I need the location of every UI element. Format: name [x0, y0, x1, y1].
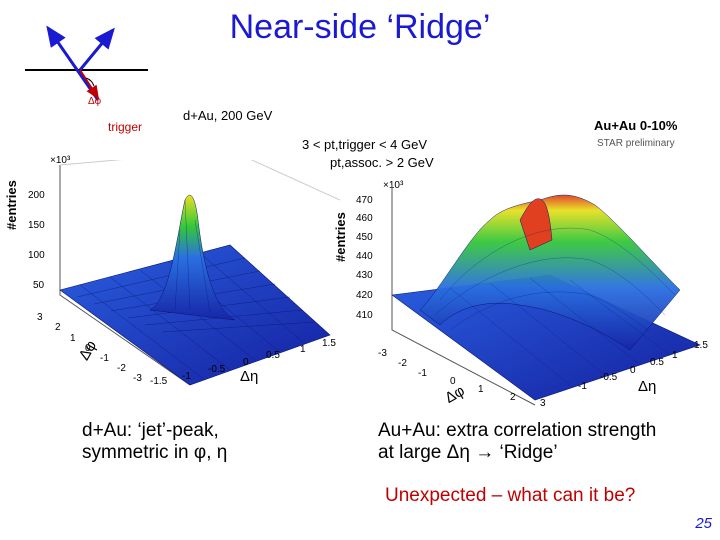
right-y-tick: 450: [356, 232, 373, 243]
right-y-tick: 420: [356, 290, 373, 301]
trigger-label: trigger: [108, 120, 143, 134]
left-y-tick: 100: [28, 250, 45, 261]
left-eta-tick: 0: [243, 357, 249, 368]
right-eta-tick: 1: [672, 350, 678, 361]
trigger-arrow: [46, 25, 100, 101]
right-phi-tick: -1: [418, 368, 427, 379]
question-text: Unexpected – what can it be?: [385, 485, 636, 506]
caption-right-line1: Au+Au: extra correlation strength: [378, 420, 657, 441]
left-jet-peak: [149, 195, 236, 321]
delta-phi-arrow: [79, 69, 100, 100]
star-preliminary-label: STAR preliminary: [597, 138, 675, 149]
right-y-axis-label: #entries: [333, 212, 348, 262]
right-y-tick: 430: [356, 270, 373, 281]
left-phi-tick: 3: [37, 312, 43, 323]
right-phi-tick: -3: [378, 348, 387, 359]
left-y-tick: 50: [33, 280, 45, 291]
left-eta-tick: -1: [182, 371, 191, 382]
cut-assoc-pt: pt,assoc. > 2 GeV: [330, 155, 434, 170]
right-eta-tick: -0.5: [600, 372, 618, 383]
left-phi-tick: -3: [133, 373, 142, 384]
left-y-tick: 150: [28, 220, 45, 231]
momentum-diagram: [25, 25, 148, 101]
right-phi-tick: 3: [540, 398, 546, 409]
right-phi-tick: 0: [450, 376, 456, 387]
left-y-multiplier: ×10³: [50, 155, 71, 166]
right-phi-tick: 1: [478, 384, 484, 395]
right-jet-peak: [519, 198, 553, 251]
left-eta-tick: 0.5: [266, 350, 280, 361]
left-eta-axis-label: Δη: [240, 368, 259, 385]
right-eta-tick: -1: [578, 381, 587, 392]
left-y-tick: 200: [28, 190, 45, 201]
right-phi-tick: 2: [510, 392, 516, 403]
cut-trigger-pt: 3 < pt,trigger < 4 GeV: [302, 137, 428, 152]
left-eta-tick: 1: [300, 344, 306, 355]
left-phi-tick: 1: [70, 333, 76, 344]
right-y-tick: 440: [356, 251, 373, 262]
left-y-axis-label: #entries: [4, 180, 19, 230]
right-eta-tick: 0.5: [650, 357, 664, 368]
right-phi-tick: -2: [398, 358, 407, 369]
left-surface-plot: [59, 160, 340, 386]
right-eta-tick: 1.5: [694, 340, 708, 351]
caption-left-line1: d+Au: ‘jet’-peak,: [82, 420, 219, 441]
right-system-label: Au+Au 0-10%: [594, 118, 678, 133]
right-y-multiplier: ×10³: [383, 180, 404, 191]
right-y-tick: 470: [356, 195, 373, 206]
left-eta-tick: -0.5: [208, 364, 226, 375]
right-eta-axis-label: Δη: [638, 378, 657, 395]
right-eta-tick: 0: [630, 365, 636, 376]
left-system-label: d+Au, 200 GeV: [183, 108, 273, 123]
caption-left-line2: symmetric in φ, η: [82, 442, 228, 463]
slide-title: Near-side ‘Ridge’: [229, 8, 491, 46]
left-phi-tick: 0: [85, 343, 91, 354]
right-ridge-band: [419, 194, 681, 351]
page-number: 25: [695, 515, 712, 532]
left-eta-tick: 1.5: [322, 338, 336, 349]
left-phi-tick: 2: [55, 322, 61, 333]
left-phi-tick: -1: [100, 353, 109, 364]
associated-arrow: [78, 27, 115, 71]
right-y-tick: 460: [356, 213, 373, 224]
caption-right-line2: at large Δη → ‘Ridge’: [378, 442, 558, 463]
left-eta-tick: -1.5: [150, 376, 168, 387]
right-y-tick: 410: [356, 310, 373, 321]
right-surface-plot: [391, 185, 701, 406]
delta-phi-label: Δφ: [88, 96, 102, 107]
left-phi-tick: -2: [117, 363, 126, 374]
